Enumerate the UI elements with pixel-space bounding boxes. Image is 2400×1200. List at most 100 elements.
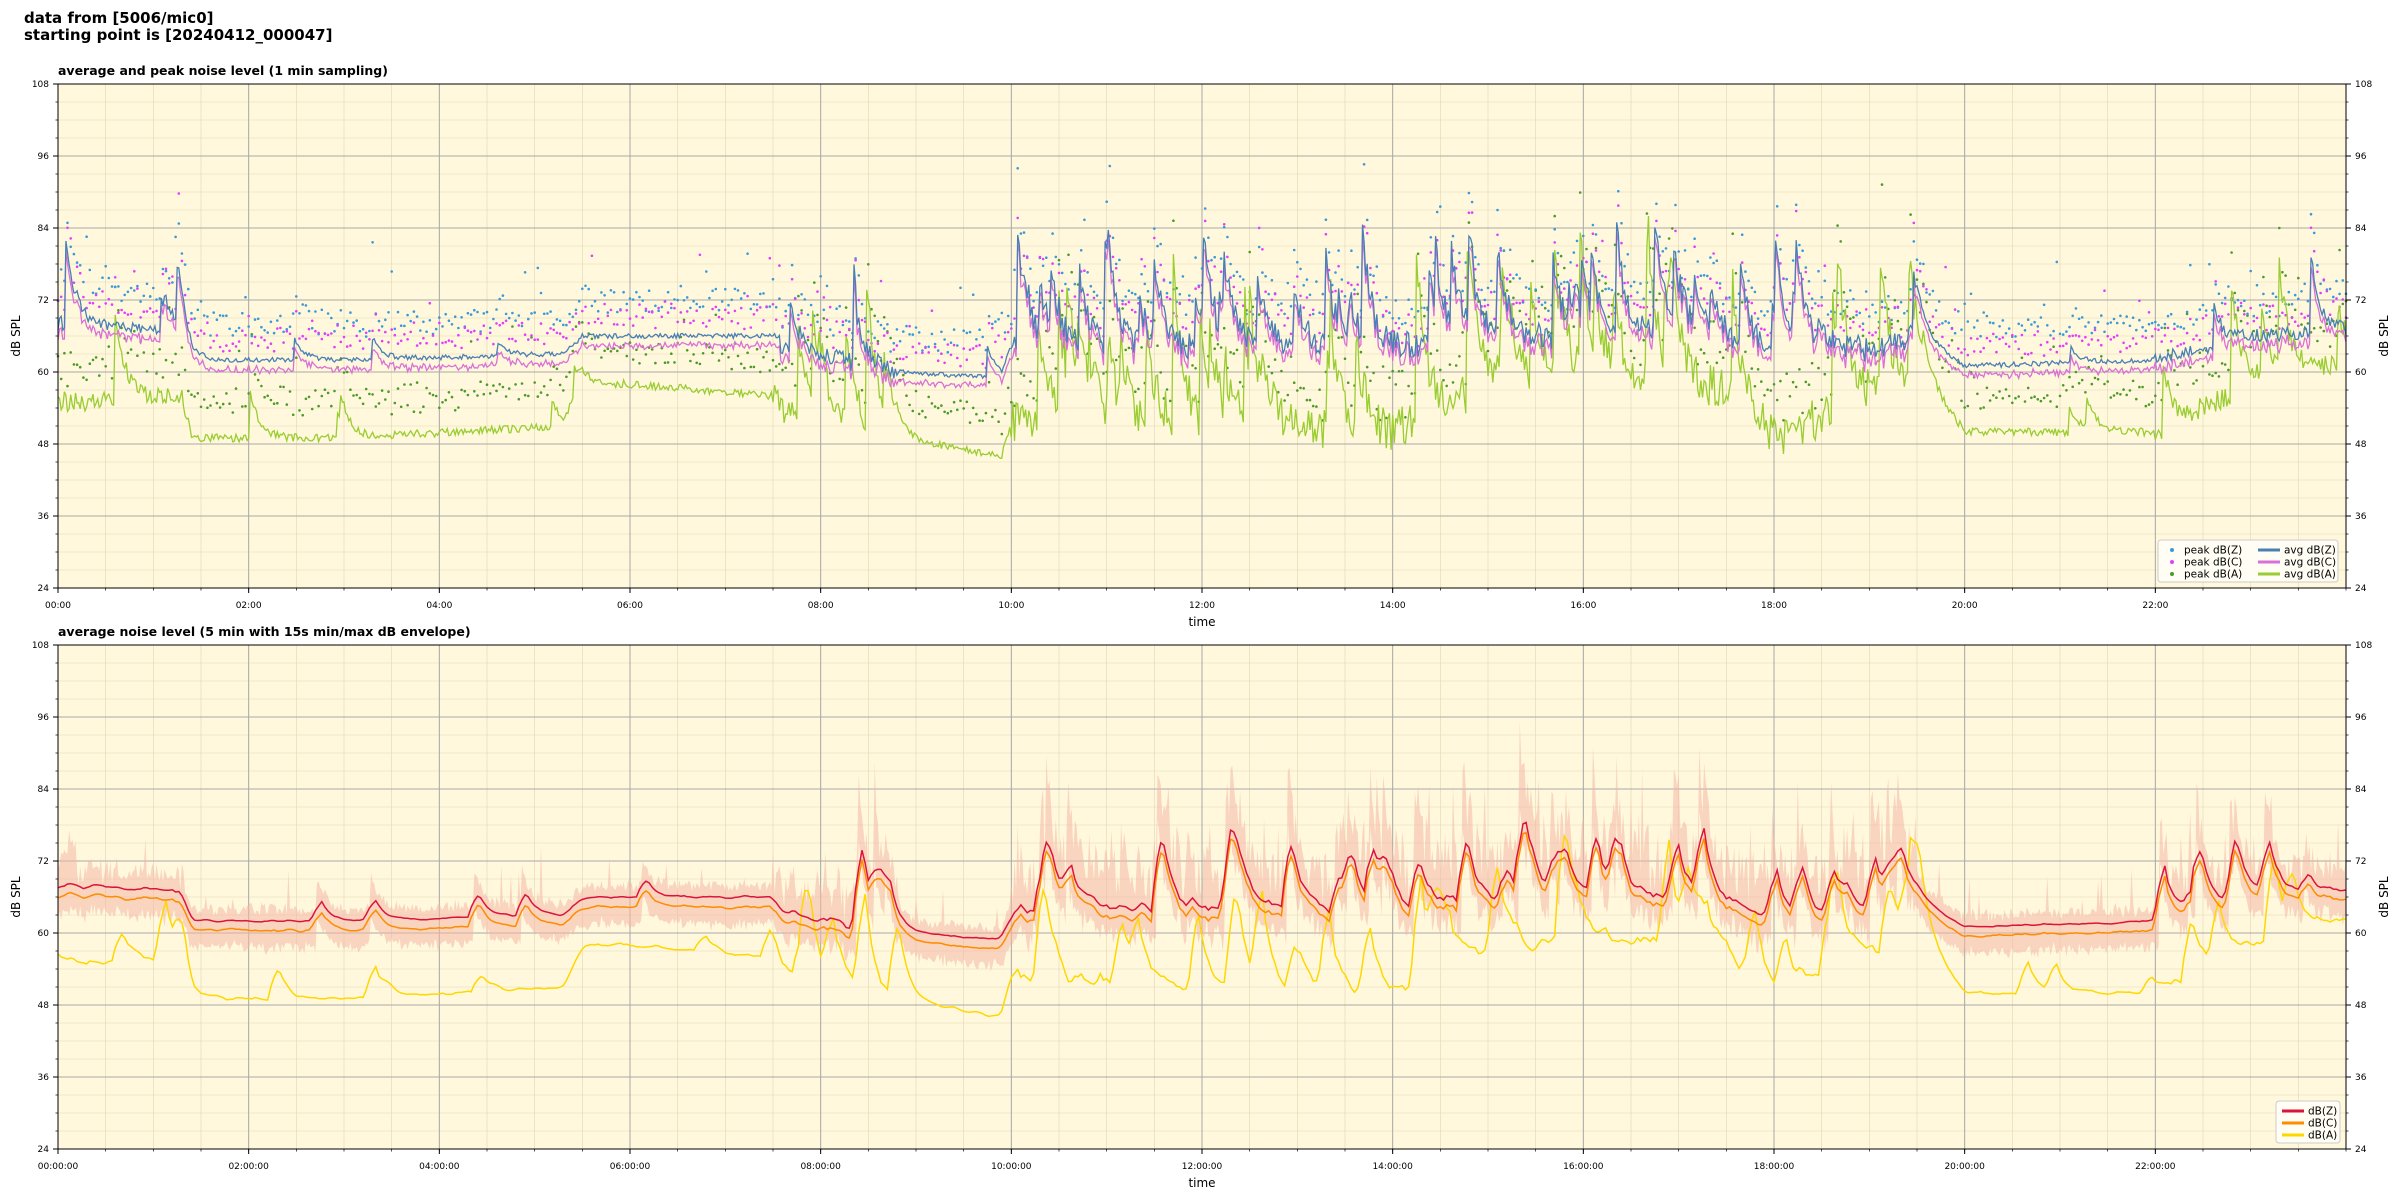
peak-point: [145, 310, 149, 313]
peak-point: [422, 320, 425, 324]
peak-point: [1874, 331, 1877, 334]
peak-point: [2106, 322, 2109, 325]
peak-point: [2316, 339, 2319, 343]
peak-point: [793, 297, 797, 301]
peak-point: [2144, 336, 2148, 340]
peak-point: [2243, 309, 2246, 313]
peak-point: [2026, 386, 2030, 390]
peak-point: [1543, 301, 1547, 304]
peak-point: [975, 344, 978, 348]
peak-point: [1518, 309, 1522, 313]
peak-point: [1385, 416, 1388, 420]
peak-point: [406, 403, 409, 407]
peak-point: [1661, 270, 1665, 274]
peak-point: [666, 311, 670, 314]
peak-point: [1534, 307, 1537, 310]
peak-point: [1365, 218, 1369, 222]
peak-point: [1149, 301, 1153, 304]
peak-point: [1048, 346, 1051, 349]
peak-point: [574, 308, 578, 312]
peak-point: [110, 377, 114, 380]
peak-point: [2325, 322, 2329, 326]
peak-point: [2141, 335, 2144, 338]
peak-point: [1226, 255, 1229, 259]
peak-point: [431, 334, 435, 337]
peak-point: [2026, 318, 2030, 322]
peak-point: [2001, 319, 2005, 322]
peak-point: [2039, 399, 2043, 403]
peak-point: [409, 330, 413, 334]
peak-point: [1826, 356, 1830, 359]
peak-point: [256, 344, 260, 348]
y-tick-label-right: 84: [2355, 785, 2367, 795]
peak-point: [1664, 269, 1668, 273]
peak-point: [1543, 306, 1547, 310]
peak-point: [1537, 300, 1541, 304]
x-tick-label: 08:00:00: [800, 1162, 841, 1172]
peak-point: [765, 350, 768, 354]
peak-point: [1763, 314, 1766, 317]
peak-point: [1019, 372, 1023, 375]
peak-point: [364, 387, 368, 391]
peak-point: [393, 401, 397, 405]
peak-point: [129, 312, 133, 316]
peak-point: [1134, 310, 1137, 314]
peak-point: [314, 310, 317, 313]
peak-point: [2243, 313, 2246, 316]
peak-point: [1512, 296, 1515, 300]
peak-point: [1623, 331, 1626, 335]
peak-point: [1114, 262, 1118, 266]
peak-point: [2093, 376, 2097, 380]
peak-point: [2138, 385, 2141, 389]
peak-point: [631, 298, 635, 301]
peak-point: [2068, 334, 2071, 338]
peak-point: [295, 356, 298, 360]
peak-point: [183, 263, 187, 266]
peak-point: [1010, 327, 1013, 330]
peak-point: [1785, 372, 1788, 376]
y-tick-label-right: 24: [2355, 584, 2367, 594]
peak-point: [2169, 339, 2173, 343]
peak-point: [1750, 286, 1754, 290]
peak-point: [1817, 366, 1820, 370]
peak-point: [453, 344, 457, 348]
peak-point: [1334, 289, 1337, 293]
peak-point: [730, 319, 733, 323]
peak-point: [927, 395, 930, 399]
peak-point: [1134, 292, 1137, 296]
peak-point: [711, 289, 714, 293]
peak-point: [917, 342, 921, 345]
peak-point: [768, 256, 772, 260]
peak-point: [1038, 255, 1042, 259]
peak-point: [107, 297, 111, 301]
peak-point: [1521, 299, 1525, 303]
y-tick-label: 36: [38, 512, 50, 522]
legend-label: avg dB(C): [2284, 557, 2336, 569]
peak-point: [428, 319, 432, 322]
peak-point: [488, 392, 492, 395]
peak-point: [743, 366, 746, 370]
peak-point: [936, 349, 940, 352]
peak-point: [2223, 296, 2227, 300]
peak-point: [1909, 213, 1912, 216]
peak-point: [1721, 356, 1725, 360]
peak-point: [911, 409, 915, 413]
peak-point: [1702, 274, 1706, 277]
peak-point: [2042, 303, 2046, 307]
peak-point: [1868, 342, 1871, 345]
peak-point: [2217, 292, 2221, 296]
x-axis-label: time: [1188, 615, 1215, 629]
peak-point: [994, 408, 997, 412]
peak-point: [1092, 296, 1096, 300]
peak-point: [2189, 263, 2192, 267]
line-avg-dbc: [57, 231, 2347, 390]
peak-point: [1664, 262, 1668, 266]
peak-point: [488, 331, 492, 335]
peak-point: [822, 308, 826, 312]
peak-point: [587, 287, 590, 291]
peak-point: [714, 313, 718, 317]
peak-point: [797, 313, 800, 317]
peak-point: [1804, 270, 1808, 274]
peak-point: [670, 302, 673, 306]
peak-point: [1378, 329, 1382, 333]
